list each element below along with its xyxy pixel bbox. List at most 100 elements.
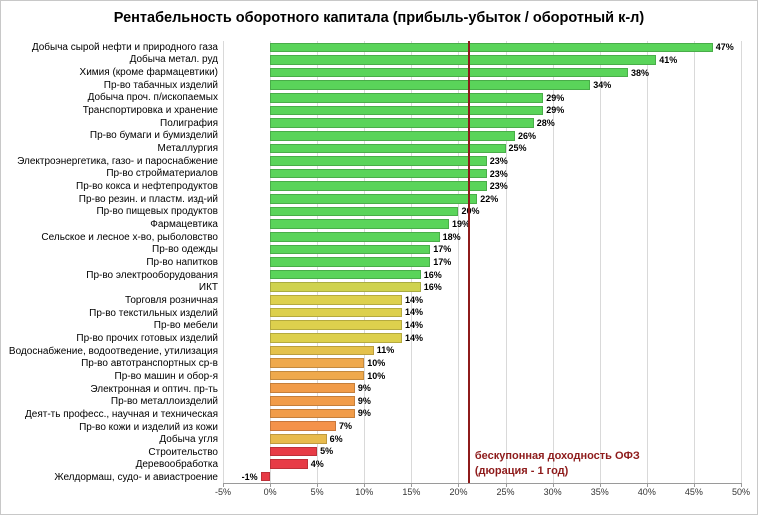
bar <box>270 446 318 457</box>
category-label: Полиграфия <box>160 117 218 129</box>
gridline <box>646 41 648 483</box>
category-label: Электроэнергетика, газо- и пароснабжение <box>17 155 218 167</box>
bar-value-label: 16% <box>423 282 442 293</box>
bar <box>270 408 355 419</box>
bar-row: 5% <box>223 445 741 458</box>
bar <box>270 168 487 179</box>
bar <box>270 433 327 444</box>
bar-row: 17% <box>223 256 741 269</box>
category-label: Пр-во одежды <box>152 244 218 256</box>
bar-value-label: 29% <box>546 92 565 103</box>
bar-value-label: 18% <box>442 231 461 242</box>
bar-row: 7% <box>223 420 741 433</box>
bar <box>270 143 506 154</box>
category-label: Пр-во прочих готовых изделий <box>76 332 218 344</box>
x-axis-tick-label: 45% <box>684 487 703 497</box>
bar-value-label: 17% <box>433 244 452 255</box>
bar-value-label: 6% <box>329 433 343 444</box>
x-axis-tick-label: 5% <box>310 487 324 497</box>
bar <box>270 181 487 191</box>
category-label: Транспортировка и хранение <box>82 105 218 117</box>
category-label: Пр-во мебели <box>153 320 218 332</box>
bar-value-label: 20% <box>461 206 480 217</box>
category-label: Сельское и лесное х-во, рыболовство <box>41 231 218 243</box>
bar-value-label: 34% <box>593 80 612 91</box>
bar-value-label: 11% <box>376 345 395 356</box>
bar-row: 38% <box>223 66 741 79</box>
bar <box>270 345 374 356</box>
bar <box>260 471 271 482</box>
category-label: Пр-во напитков <box>146 256 218 268</box>
x-axis-tick-label: -5% <box>214 487 232 497</box>
x-axis-tick-label: 25% <box>496 487 515 497</box>
bar-value-label: 9% <box>357 408 371 419</box>
x-axis-tick-mark <box>552 483 554 487</box>
bar <box>270 383 355 393</box>
category-label: Пр-во электрооборудования <box>86 269 218 281</box>
x-axis-tick-mark <box>505 483 507 487</box>
category-label: Пр-во кожи и изделий из кожи <box>79 421 218 433</box>
x-axis-tick-label: 20% <box>449 487 468 497</box>
category-label: Водоснабжение, водоотведение, утилизация <box>9 345 218 357</box>
x-axis-tick-mark <box>364 483 366 487</box>
bar-row: 9% <box>223 407 741 420</box>
x-axis-tick-mark <box>599 483 601 487</box>
bar-value-label: 26% <box>517 130 536 141</box>
bar-row: 23% <box>223 167 741 180</box>
ofz-reference-label-line: бескупонная доходность ОФЗ <box>474 450 640 463</box>
bar-row: 17% <box>223 243 741 256</box>
bar-row: 23% <box>223 155 741 168</box>
category-label: Пр-во пищевых продуктов <box>96 206 218 218</box>
category-label: Пр-во резин. и пластм. изд-ий <box>78 193 218 205</box>
bar <box>270 358 365 368</box>
bar-row: 41% <box>223 54 741 67</box>
ofz-reference-label-line: (дюрация - 1 год) <box>474 465 569 478</box>
bar <box>270 421 336 431</box>
x-axis-tick-label: 10% <box>355 487 374 497</box>
bar-row: 9% <box>223 395 741 408</box>
bar <box>270 370 365 381</box>
bar <box>270 219 450 229</box>
x-axis-tick-mark <box>223 483 224 487</box>
bar-value-label: 23% <box>489 181 508 192</box>
x-axis-tick-label: 15% <box>402 487 421 497</box>
bar-row: 22% <box>223 193 741 206</box>
category-labels: Добыча сырой нефти и природного газа Добы… <box>9 41 223 484</box>
gridline <box>741 41 742 483</box>
bar-row: 18% <box>223 230 741 243</box>
bar-row: 10% <box>223 369 741 382</box>
x-axis-tick-mark <box>693 483 695 487</box>
bar <box>270 295 402 305</box>
category-label: Пр-во автотранспортных ср-в <box>81 358 218 370</box>
gridline <box>599 41 601 483</box>
bar <box>270 396 355 406</box>
bar-value-label: 4% <box>310 458 324 469</box>
bar <box>270 80 591 90</box>
ofz-reference-label: бескупонная доходность ОФЗ (дюрация - 1 г… <box>475 449 640 479</box>
x-axis-tick-label: 35% <box>590 487 609 497</box>
bar-row: 29% <box>223 104 741 117</box>
bar-row: 16% <box>223 268 741 281</box>
bar-row: 20% <box>223 205 741 218</box>
bar-value-label: -1% <box>241 471 258 482</box>
category-label: Пр-во кокса и нефтепродуктов <box>76 181 218 193</box>
plot-area: -5% 0% 5% 10% 15% 20% 25% 30% 35% 40% 45% 50% 47% 41%… <box>215 41 750 497</box>
category-label: Металлургия <box>157 143 218 155</box>
category-label: Деят-ть професс., научная и техническая <box>25 408 218 420</box>
bar-row: 14% <box>223 294 741 307</box>
bar <box>270 105 544 116</box>
category-label: Строительство <box>148 446 218 458</box>
bar-row: 4% <box>223 458 741 471</box>
bar <box>270 459 308 469</box>
bars: 47% 41% 38% 34% 29% 29% 28% 26% 25% 23% 23% 23% 22% 2… <box>223 41 741 483</box>
bar-row: 9% <box>223 382 741 395</box>
bar-row: 23% <box>223 180 741 193</box>
bar-value-label: 47% <box>715 42 734 53</box>
bar-value-label: 10% <box>367 357 386 368</box>
bar-value-label: 41% <box>659 54 678 65</box>
bar-value-label: 9% <box>357 383 371 394</box>
category-label: Добыча метал. руд <box>129 54 218 66</box>
bar <box>270 257 431 267</box>
bar <box>270 307 402 318</box>
